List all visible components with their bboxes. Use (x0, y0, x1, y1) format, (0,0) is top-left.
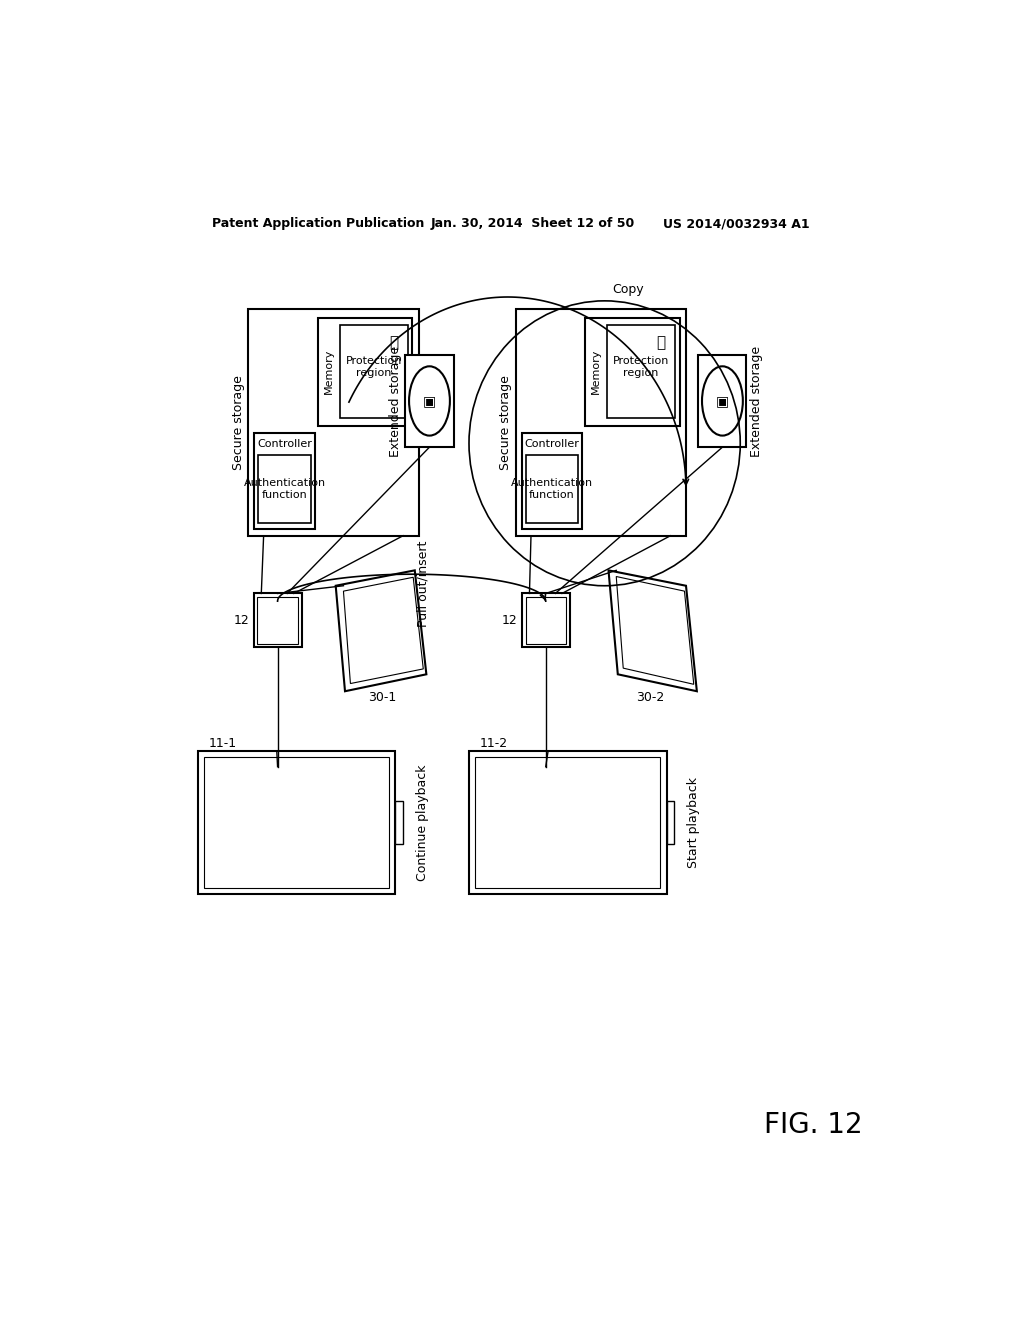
Bar (586, 318, 680, 425)
Bar (340, 326, 408, 418)
Bar (254, 594, 302, 647)
Text: Controller: Controller (257, 440, 312, 449)
Polygon shape (616, 577, 693, 684)
Text: Controller: Controller (524, 440, 580, 449)
Text: Continue playback: Continue playback (416, 764, 429, 880)
Bar (525, 597, 566, 644)
Text: Protection
region: Protection region (345, 356, 401, 378)
Bar (469, 751, 667, 894)
Text: 12: 12 (502, 614, 517, 627)
Text: Extended storage: Extended storage (389, 346, 401, 457)
Polygon shape (343, 577, 423, 684)
Bar (667, 801, 675, 843)
Bar (525, 455, 579, 523)
Text: Memory: Memory (591, 348, 601, 395)
Bar (521, 594, 569, 647)
Text: Memory: Memory (324, 348, 334, 395)
Text: Copy: Copy (612, 282, 644, 296)
Ellipse shape (409, 367, 450, 436)
Text: Patent Application Publication: Patent Application Publication (212, 218, 424, 231)
Text: Secure storage: Secure storage (231, 375, 245, 470)
Text: 30-2: 30-2 (636, 690, 664, 704)
Text: 11-1: 11-1 (209, 737, 237, 750)
Text: ▣: ▣ (423, 393, 436, 408)
Bar (317, 318, 413, 425)
Text: ▣: ▣ (716, 393, 729, 408)
Text: 11-2: 11-2 (480, 737, 508, 750)
Text: Authentication
function: Authentication function (511, 478, 593, 499)
Bar (406, 355, 454, 447)
Bar (521, 433, 583, 529)
Text: 🔑: 🔑 (389, 335, 398, 350)
Bar (395, 801, 403, 843)
Bar (198, 751, 395, 894)
Text: Pull out/insert: Pull out/insert (417, 540, 430, 627)
Text: Secure storage: Secure storage (499, 375, 512, 470)
Text: Authentication
function: Authentication function (244, 478, 326, 499)
Bar (257, 597, 298, 644)
Text: Extended storage: Extended storage (750, 346, 763, 457)
Bar (475, 758, 660, 887)
Text: Jan. 30, 2014  Sheet 12 of 50: Jan. 30, 2014 Sheet 12 of 50 (430, 218, 635, 231)
Polygon shape (336, 570, 426, 692)
Text: FIG. 12: FIG. 12 (764, 1110, 862, 1139)
Text: Start playback: Start playback (687, 777, 700, 869)
Text: Protection
region: Protection region (612, 356, 670, 378)
Bar (515, 309, 686, 536)
Bar (607, 326, 675, 418)
Bar (248, 309, 419, 536)
Ellipse shape (702, 367, 742, 436)
Bar (258, 455, 311, 523)
Text: 🔑: 🔑 (656, 335, 666, 350)
Text: US 2014/0032934 A1: US 2014/0032934 A1 (663, 218, 809, 231)
Polygon shape (608, 570, 697, 692)
Text: 30-1: 30-1 (369, 690, 396, 704)
Bar (254, 433, 314, 529)
Bar (204, 758, 389, 887)
Text: 12: 12 (233, 614, 249, 627)
Bar (698, 355, 746, 447)
